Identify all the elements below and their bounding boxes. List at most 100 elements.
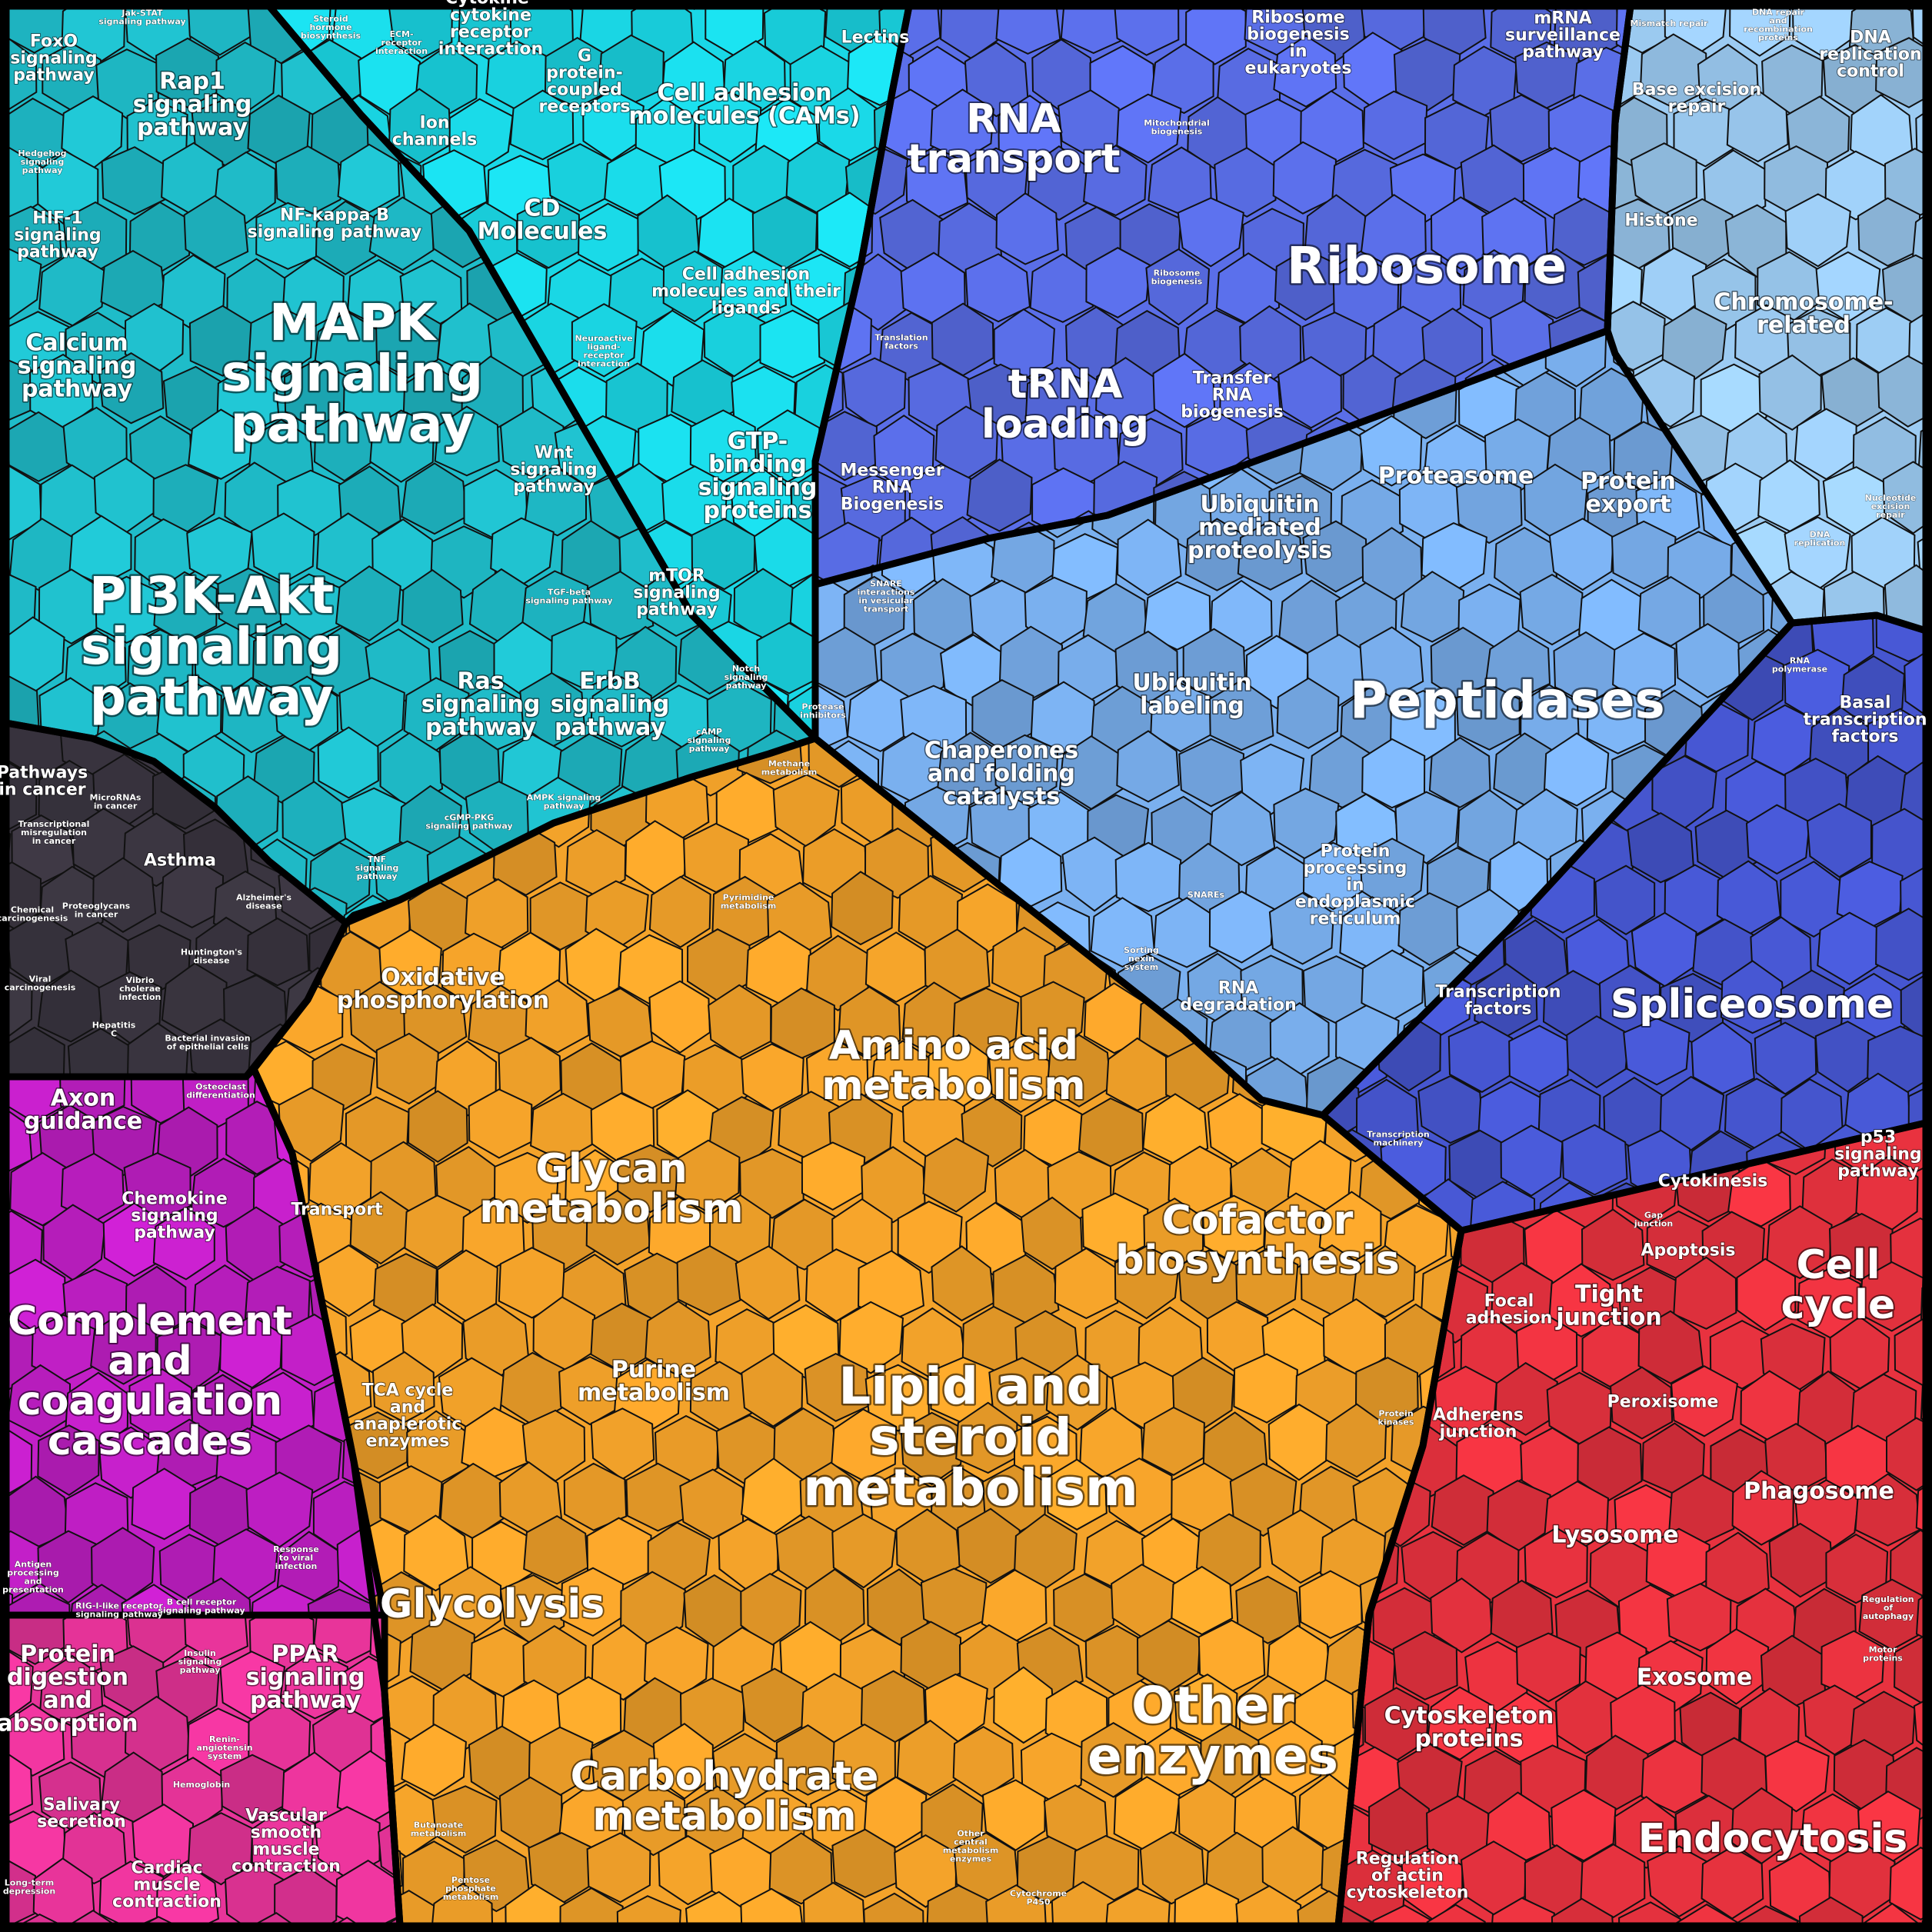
protein-cell: [1448, 1204, 1461, 1274]
protein-cell: [1641, 1740, 1709, 1814]
label-notch-signaling-pathway: Notch signaling pathway: [724, 664, 768, 691]
protein-cell: [91, 1527, 155, 1605]
protein-cell: [1208, 679, 1274, 751]
label-line: RNA: [1790, 655, 1810, 665]
label-line: receptors: [538, 98, 630, 117]
protein-cell: [315, 200, 379, 275]
label-line: in: [1289, 42, 1307, 62]
label-transcription-factors: Transcription factors: [1435, 983, 1561, 1019]
label-line: inhibitors: [800, 710, 846, 720]
protein-cell: [912, 578, 976, 653]
label-line: central: [954, 1837, 988, 1847]
protein-cell: [1784, 193, 1851, 268]
protein-cell: [68, 1584, 136, 1615]
protein-cell: [490, 517, 555, 586]
protein-cell: [1361, 949, 1424, 1021]
protein-cell: [1359, 626, 1424, 699]
label-line: Neuroactive: [575, 333, 632, 343]
label-line: Pentose: [451, 1875, 490, 1885]
label-line: and: [1769, 15, 1787, 25]
protein-cell: [648, 875, 711, 948]
label-line: endoplasmic: [1295, 893, 1415, 912]
label-line: cytokine: [450, 6, 531, 25]
label-line: carcinogenesis: [5, 982, 76, 992]
label-protein-kinases: Protein kinases: [1378, 1408, 1414, 1427]
label-line: kinases: [1378, 1417, 1414, 1427]
label-line: metabolism: [578, 1380, 730, 1407]
protein-cell: [1548, 518, 1614, 591]
label-line: mRNA: [1534, 9, 1591, 28]
label-line: Cell adhesion: [682, 265, 810, 285]
protein-cell: [1045, 1458, 1108, 1531]
label-line: receptor: [450, 23, 531, 42]
protein-cell: [92, 857, 157, 933]
label-mapk-signaling-pathway: MAPK signaling pathway: [222, 293, 483, 454]
protein-cell: [1325, 1403, 1387, 1478]
label-line: Lipid and: [838, 1357, 1103, 1416]
label-line: junction: [1555, 1304, 1661, 1331]
label-line: repair: [1668, 98, 1726, 117]
label-jak-stat-signaling-pathway: Jak-STAT signaling pathway: [98, 8, 185, 26]
label-line: Bacterial invasion: [165, 1033, 250, 1043]
label-line: of epithelial cells: [167, 1041, 249, 1051]
label-line: Calcium: [25, 330, 128, 357]
protein-cell: [95, 575, 160, 644]
label-line: polymerase: [1772, 664, 1827, 674]
label-line: signaling pathway: [158, 1605, 245, 1615]
protein-cell: [1798, 1896, 1864, 1926]
label-huntingtons-disease: Huntington's disease: [181, 947, 243, 965]
protein-cell: [307, 1588, 373, 1615]
label-line: Oxidative: [381, 964, 505, 991]
protein-cell: [1318, 1191, 1382, 1264]
label-lectins: Lectins: [841, 28, 910, 48]
label-line: pathway: [22, 376, 132, 403]
label-mrna-surveillance-pathway: mRNA surveillance pathway: [1505, 9, 1621, 62]
label-line: signaling: [14, 226, 101, 245]
label-tnf-signaling-pathway: TNF signaling pathway: [355, 854, 399, 881]
label-line: Motor: [1869, 1644, 1897, 1654]
protein-cell: [1359, 838, 1425, 912]
label-complement-and-coagulation-cascades: Complement and coagulation cascades: [8, 1298, 292, 1464]
label-spliceosome: Spliceosome: [1611, 981, 1894, 1028]
label-line: Focal: [1484, 1292, 1534, 1311]
protein-cell: [1416, 1178, 1481, 1231]
protein-cell: [988, 1041, 1051, 1114]
protein-cell: [981, 1569, 1048, 1643]
label-line: phosphate: [445, 1884, 496, 1894]
label-line: NF-kappa B: [280, 206, 389, 225]
protein-cell: [1730, 1787, 1794, 1865]
protein-cell: [525, 979, 590, 1054]
protein-cell: [314, 1806, 381, 1880]
protein-cell: [275, 145, 341, 218]
label-chemical-carcinogenesis: Chemical carcinogenesis: [0, 904, 68, 923]
label-line: disease: [245, 901, 281, 911]
label-tca-cycle-and-anaplerotic-enzymes: TCA cycle and anaplerotic enzymes: [354, 1381, 462, 1451]
label-chaperones-and-folding-catalysts: Chaperones and folding catalysts: [924, 738, 1078, 811]
label-other-central-metabolism-enzymes: Other central metabolism enzymes: [943, 1828, 999, 1864]
protein-cell: [368, 196, 435, 271]
label-line: Amino acid: [829, 1023, 1078, 1069]
protein-cell: [1426, 1686, 1493, 1760]
label-line: autophagy: [1863, 1611, 1914, 1621]
protein-cell: [1508, 1024, 1571, 1093]
protein-cell: [1886, 1417, 1926, 1491]
protein-cell: [38, 1761, 102, 1831]
label-line: Lysosome: [1551, 1522, 1678, 1549]
label-line: pathway: [17, 243, 98, 262]
protein-cell: [1273, 35, 1337, 108]
protein-cell: [1806, 803, 1872, 878]
protein-cell: [804, 1568, 865, 1646]
protein-cell: [586, 1832, 651, 1904]
label-messenger-rna-biogenesis: Messenger RNA Biogenesis: [840, 461, 944, 515]
protein-cell: [924, 928, 991, 1002]
label-line: DNA: [1810, 529, 1830, 539]
protein-cell: [1561, 1124, 1628, 1196]
label-line: biogenesis: [1151, 126, 1203, 136]
protein-cell: [1612, 632, 1677, 705]
protein-cell: [6, 1703, 65, 1777]
protein-cell: [1915, 1471, 1926, 1543]
label-mismatch-repair: Mismatch repair: [1631, 18, 1709, 28]
label-line: Protein: [1321, 842, 1391, 861]
